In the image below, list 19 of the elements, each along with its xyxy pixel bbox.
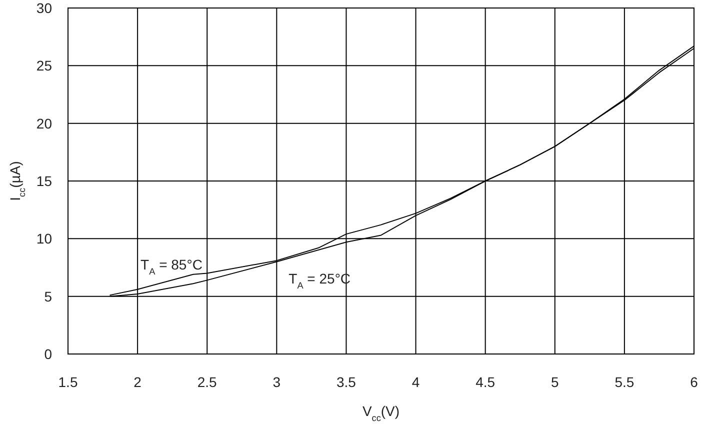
y-tick-label: 30: [36, 0, 52, 16]
y-tick-label: 5: [44, 288, 52, 304]
x-tick-label: 6: [690, 374, 698, 390]
x-tick-label: 2.5: [197, 374, 218, 390]
x-tick-label: 5.5: [614, 374, 634, 390]
x-tick-label: 5: [550, 374, 559, 390]
x-axis-title: V$_{cc}$(V): [362, 403, 400, 423]
y-tick-label: 25: [36, 58, 52, 74]
x-tick-label: 3.5: [336, 374, 356, 390]
series-label: T$_{A}$ = 85°C: [140, 256, 202, 276]
y-tick-label: 15: [36, 173, 52, 189]
x-tick-label: 2: [134, 374, 142, 390]
x-tick-label: 1.5: [58, 374, 78, 390]
x-tick-label: 4.5: [476, 374, 496, 390]
y-tick-label: 10: [36, 230, 52, 247]
y-tick-label: 20: [36, 115, 52, 132]
y-tick-label: 0: [44, 346, 52, 362]
x-tick-label: 4: [412, 374, 420, 390]
x-tick-label: 3: [272, 374, 281, 390]
